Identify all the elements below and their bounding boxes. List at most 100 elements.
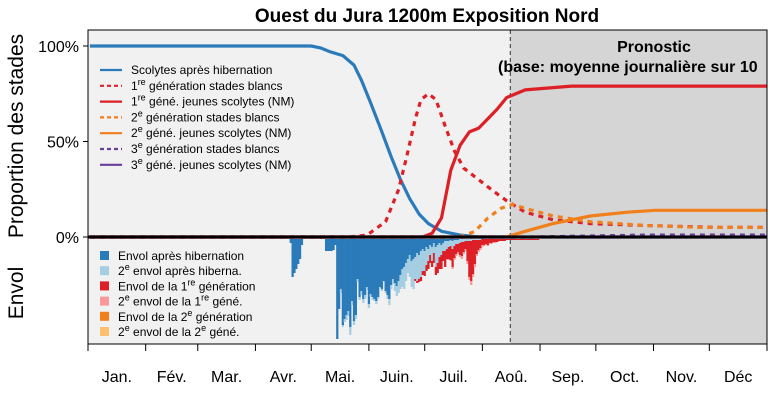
flight-bar	[371, 297, 374, 300]
flight-bar	[388, 299, 391, 305]
flight-bar	[473, 239, 477, 240]
flight-bar	[494, 242, 497, 243]
flight-bar	[468, 241, 471, 277]
flight-bar	[295, 239, 298, 269]
flight-bar	[479, 248, 482, 250]
flight-bar	[406, 239, 410, 259]
y-tick-label: 0%	[56, 230, 79, 247]
flight-bar	[442, 239, 445, 243]
legend-swatch	[100, 251, 109, 260]
flight-bar	[434, 239, 438, 247]
legend-swatch	[100, 281, 109, 291]
flight-bar	[432, 243, 436, 253]
flight-bar	[401, 239, 404, 269]
flight-bar	[445, 249, 449, 259]
flight-bar	[462, 252, 465, 254]
chart-title: Ouest du Jura 1200m Exposition Nord	[255, 6, 599, 27]
forecast-label: Pronostic (base: moyenne journalière sur…	[498, 39, 758, 76]
flight-bar	[509, 239, 512, 240]
flight-bar	[524, 239, 527, 240]
flight-bar	[460, 239, 464, 242]
flight-bar	[449, 239, 452, 240]
flight-bar	[434, 247, 438, 267]
flight-bar	[486, 245, 490, 246]
legend-label: 1re génération stades blancs	[131, 77, 282, 93]
flight-bar	[477, 250, 480, 252]
flight-bar	[369, 294, 372, 297]
flight-bar	[486, 239, 490, 245]
flight-bar	[391, 239, 395, 279]
flight-bar	[377, 239, 380, 297]
flight-bar	[423, 239, 426, 251]
legend-swatch	[100, 311, 109, 321]
flight-bar	[520, 239, 523, 240]
flight-bar	[390, 285, 393, 289]
flight-bar	[497, 239, 501, 241]
flight-bar	[492, 239, 495, 242]
flight-bar	[352, 321, 356, 325]
flight-bar	[445, 241, 449, 249]
flight-bar	[423, 271, 426, 276]
flight-bar	[449, 246, 452, 260]
flight-bar	[503, 239, 506, 241]
flight-bar	[455, 239, 458, 240]
flight-bar	[449, 240, 452, 246]
flight-bar	[470, 241, 473, 281]
flight-bar	[345, 315, 348, 320]
flight-bar	[444, 239, 447, 241]
flight-bar	[462, 239, 465, 242]
flight-bar	[499, 239, 503, 241]
legend-label: 2e envol après hiberna.	[118, 262, 242, 278]
flight-bar	[445, 239, 449, 241]
flight-bar	[488, 243, 491, 244]
flight-bar	[464, 249, 467, 251]
flight-bar	[397, 239, 400, 281]
flight-bar	[395, 286, 398, 296]
flight-bar	[412, 239, 415, 259]
y-tick-label: 50%	[47, 135, 79, 152]
legend-label: 2e géné. jeunes scolytes (NM)	[131, 124, 291, 140]
flight-bar	[445, 259, 449, 260]
flight-bar	[425, 265, 428, 271]
flight-bar	[378, 287, 382, 288]
flight-bar	[391, 279, 395, 284]
flight-bar	[537, 239, 540, 240]
flight-bar	[414, 279, 417, 281]
flight-bar	[367, 304, 371, 308]
flight-bar	[481, 245, 484, 247]
x-tick-label: Aoû.	[495, 369, 528, 386]
flight-bar	[351, 239, 354, 301]
legend-label: Scolytes après hibernation	[131, 63, 272, 77]
legend-label: 2e envol de la 2e géné.	[118, 323, 239, 339]
flight-bar	[345, 239, 348, 315]
flight-bar	[464, 241, 467, 249]
flight-bar	[475, 239, 478, 240]
y-axis-label-bottom: Envol	[5, 267, 28, 320]
flight-bar	[516, 239, 519, 240]
flight-bar	[289, 239, 292, 243]
flight-bar	[416, 239, 419, 253]
flight-bar	[458, 255, 462, 257]
legend-label: 1re géné. jeunes scolytes (NM)	[131, 93, 294, 109]
flight-bar	[414, 239, 417, 257]
flight-bar	[442, 243, 445, 251]
flight-bar	[326, 239, 330, 251]
flight-bar	[431, 247, 434, 261]
flight-bar	[354, 239, 358, 315]
flight-bar	[438, 239, 441, 243]
flight-bar	[293, 239, 296, 273]
flight-bar	[466, 261, 469, 264]
legend-label: Envol après hibernation	[118, 249, 244, 263]
x-axis: Jan. Fév. Mar. Avr. Mai. Juin. Juil. Aoû. Sep. Oc…	[87, 344, 768, 386]
flight-bar	[347, 311, 350, 316]
flight-bar	[468, 277, 471, 280]
flight-bar	[432, 239, 436, 243]
flight-bar	[393, 283, 397, 291]
legend-label: 2e génération stades blancs	[131, 108, 279, 124]
flight-bar	[364, 239, 367, 295]
flight-bar	[468, 239, 471, 241]
flight-bar	[458, 239, 462, 243]
flight-bar	[434, 267, 438, 275]
forecast-label-2: (base: moyenne journalière sur 10	[498, 59, 758, 76]
